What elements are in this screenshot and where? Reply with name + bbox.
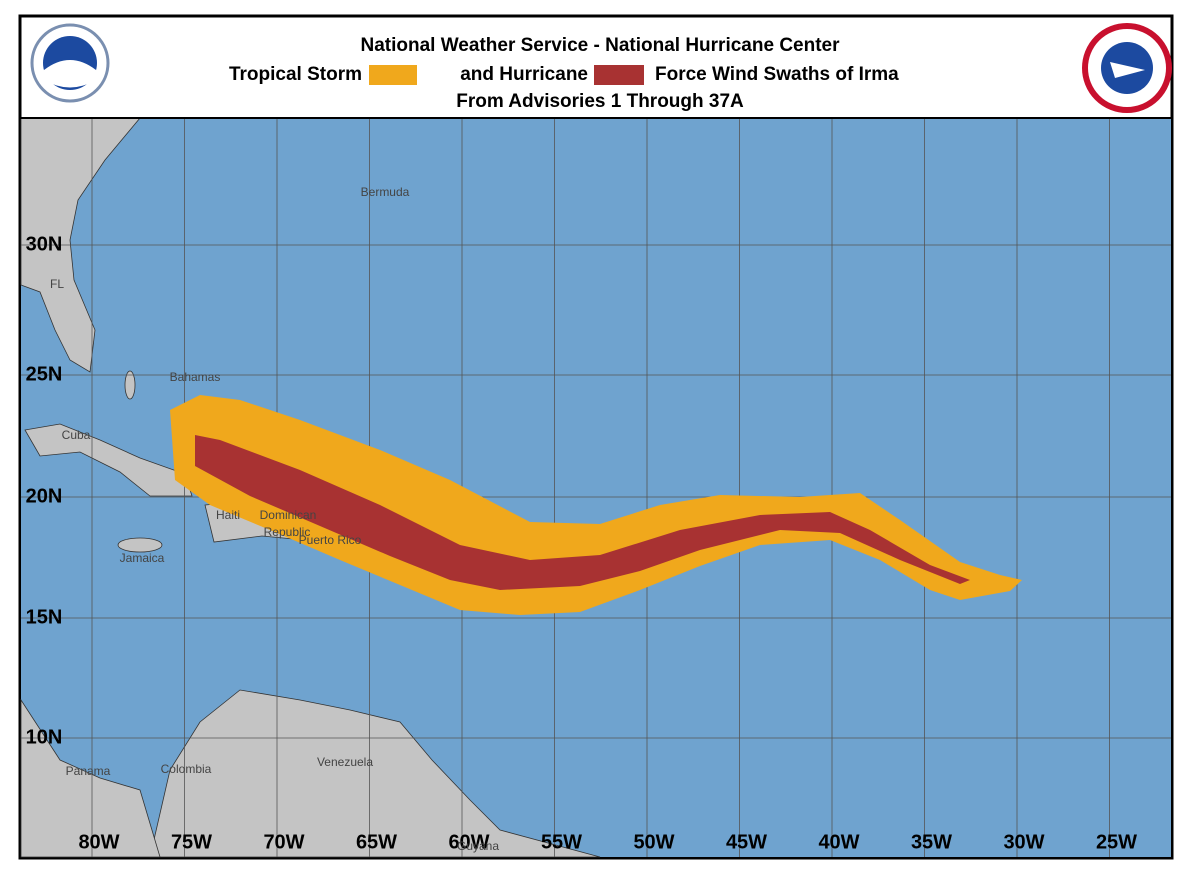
longitude-label: 65W <box>356 831 397 853</box>
logo-gull <box>44 60 96 88</box>
longitude-label: 60W <box>448 831 489 853</box>
legend-suffix: Force Wind Swaths of Irma <box>655 64 899 85</box>
longitude-label: 45W <box>726 831 767 853</box>
longitude-label: 50W <box>633 831 674 853</box>
central-america <box>20 698 161 858</box>
latitude-label: 25N <box>26 363 63 385</box>
south-america <box>149 689 601 858</box>
nws-logo <box>1082 23 1172 113</box>
north-america <box>20 117 141 373</box>
place-label: Bahamas <box>170 370 221 384</box>
longitude-label: 80W <box>78 831 119 853</box>
hurricane-swath <box>195 435 970 590</box>
longitude-label: 70W <box>263 831 304 853</box>
longitude-label: 30W <box>1003 831 1044 853</box>
bahamas-island <box>124 370 136 400</box>
longitude-label: 40W <box>818 831 859 853</box>
longitude-label: 75W <box>171 831 212 853</box>
tropical-storm-swath <box>170 395 1022 615</box>
jamaica <box>117 537 163 553</box>
subtitle: From Advisories 1 Through 37A <box>456 91 744 112</box>
title: National Weather Service - National Hurr… <box>360 35 840 56</box>
place-label: Bermuda <box>361 185 410 199</box>
legend-label: and Hurricane <box>460 64 588 85</box>
place-label: Jamaica <box>120 551 165 565</box>
place-label: Puerto Rico <box>299 533 362 547</box>
noaa-logo <box>30 23 110 103</box>
latitude-label: 30N <box>26 233 63 255</box>
place-label: Venezuela <box>317 755 373 769</box>
longitude-label: 55W <box>541 831 582 853</box>
logo-bolt <box>1110 62 1145 78</box>
latitude-label: 10N <box>26 726 63 748</box>
place-label: Colombia <box>161 762 212 776</box>
place-label: Cuba <box>62 428 91 442</box>
longitude-label: 25W <box>1096 831 1137 853</box>
place-label: Dominican <box>260 508 317 522</box>
latitude-label: 20N <box>26 485 63 507</box>
legend-swatch <box>369 65 417 85</box>
place-label: FL <box>50 277 64 291</box>
place-label: Panama <box>66 764 111 778</box>
cuba <box>24 423 193 497</box>
place-label: Guyana <box>457 839 499 853</box>
place-label: Haiti <box>216 508 240 522</box>
place-label: Republic <box>264 525 311 539</box>
longitude-label: 35W <box>911 831 952 853</box>
latitude-label: 15N <box>26 606 63 628</box>
legend-label: Tropical Storm <box>229 64 362 85</box>
legend-swatch <box>594 65 644 85</box>
